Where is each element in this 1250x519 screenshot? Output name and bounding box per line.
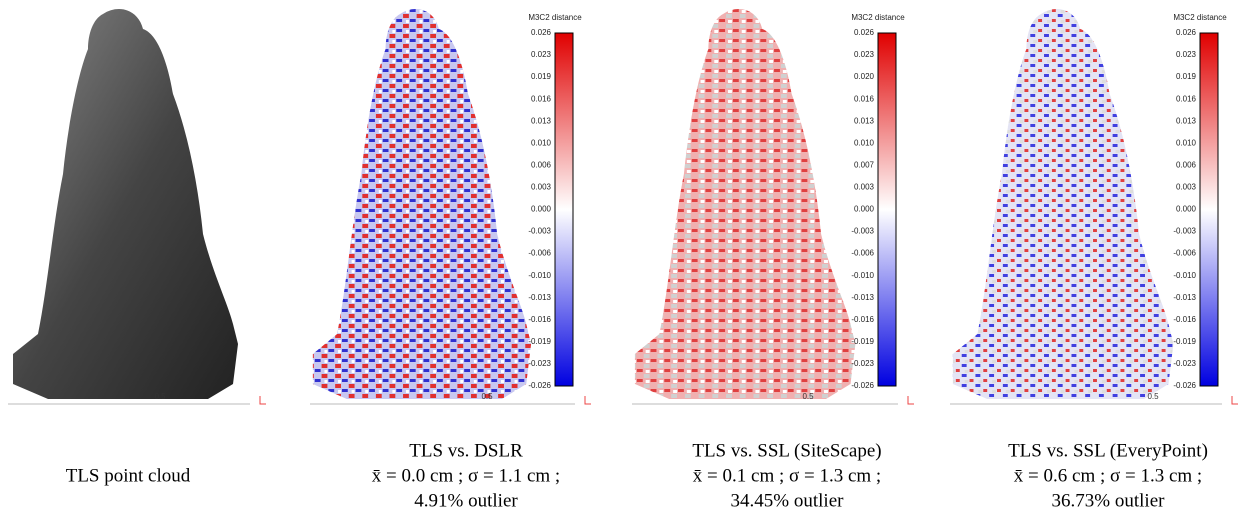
colorbar-tick-label: -0.013 <box>851 293 874 302</box>
colorbar-tick-label: 0.006 <box>531 160 552 169</box>
caption-line: TLS point cloud <box>66 465 191 486</box>
colorbar-title: M3C2 distance <box>1173 13 1227 22</box>
colorbar-tick-label: -0.006 <box>851 249 874 258</box>
axis-icon <box>585 396 591 404</box>
colorbar-tick-label: 0.003 <box>854 183 875 192</box>
colorbar-tick-label: 0.010 <box>854 138 875 147</box>
colorbar-tick-label: -0.023 <box>851 359 874 368</box>
colorbar-title: M3C2 distance <box>851 13 905 22</box>
colorbar-tick-label: -0.026 <box>528 381 551 390</box>
scale-label: 0.5 <box>154 392 166 401</box>
colorbar-tick-label: 0.019 <box>1176 72 1197 81</box>
axis-icon <box>1232 396 1238 404</box>
colorbar <box>878 33 896 386</box>
caption-line: x̄ = 0.0 cm ; σ = 1.1 cm ; <box>372 465 560 486</box>
caption-line: x̄ = 0.1 cm ; σ = 1.3 cm ; <box>693 465 881 486</box>
figure: 0.5 TLS point cloud 0.5 M3C2 distance 0.026 0… <box>0 0 1250 514</box>
colorbar-tick-label: 0.006 <box>1176 160 1197 169</box>
colorbar-tick-label: 0.010 <box>1176 138 1197 147</box>
colorbar-tick-label: 0.003 <box>531 183 552 192</box>
caption-line: 34.45% outlier <box>731 490 845 511</box>
caption-line: TLS vs. SSL (SiteScape) <box>692 440 881 461</box>
everypoint-comparison <box>953 9 1174 399</box>
colorbar-tick-label: 0.013 <box>531 116 552 125</box>
colorbar-tick-label: 0.003 <box>1176 183 1197 192</box>
colorbar-tick-label: -0.016 <box>528 315 551 324</box>
colorbar-tick-label: 0.016 <box>531 94 552 103</box>
colorbar-tick-label: -0.010 <box>851 271 874 280</box>
colorbar-tick-label: -0.003 <box>528 227 551 236</box>
colorbar-tick-label: -0.010 <box>1173 271 1196 280</box>
caption-line: x̄ = 0.6 cm ; σ = 1.3 cm ; <box>1014 465 1202 486</box>
colorbar-tick-label: -0.013 <box>1173 293 1196 302</box>
colorbar-tick-label: 0.007 <box>854 160 875 169</box>
colorbar <box>1200 33 1218 386</box>
colorbar-title: M3C2 distance <box>528 13 582 22</box>
colorbar-tick-label: 0.023 <box>1176 50 1197 59</box>
colorbar-tick-label: 0.000 <box>854 205 875 214</box>
colorbar-tick-label: -0.003 <box>851 227 874 236</box>
colorbar-tick-label: 0.019 <box>531 72 552 81</box>
colorbar-tick-label: 0.013 <box>1176 116 1197 125</box>
scale-label: 0.5 <box>481 392 493 401</box>
colorbar-tick-label: -0.016 <box>1173 315 1196 324</box>
colorbar-tick-label: 0.000 <box>531 205 552 214</box>
scale-label: 0.5 <box>802 392 814 401</box>
colorbar-tick-label: 0.010 <box>531 138 552 147</box>
colorbar-tick-label: 0.026 <box>854 28 875 37</box>
sitescape-comparison <box>635 9 856 399</box>
colorbar-tick-label: -0.019 <box>1173 337 1196 346</box>
colorbar-tick-label: -0.006 <box>528 249 551 258</box>
colorbar-tick-label: 0.023 <box>854 50 875 59</box>
colorbar-tick-label: -0.026 <box>851 381 874 390</box>
colorbar-tick-label: 0.026 <box>531 28 552 37</box>
caption-line: TLS vs. DSLR <box>409 440 523 461</box>
colorbar-tick-label: -0.016 <box>851 315 874 324</box>
colorbar-tick-label: -0.023 <box>528 359 551 368</box>
colorbar-tick-label: -0.026 <box>1173 381 1196 390</box>
colorbar-tick-label: 0.020 <box>854 72 875 81</box>
colorbar-tick-label: -0.013 <box>528 293 551 302</box>
colorbar-tick-label: -0.006 <box>1173 249 1196 258</box>
colorbar-tick-label: -0.023 <box>1173 359 1196 368</box>
caption-line: 36.73% outlier <box>1052 490 1166 511</box>
colorbar <box>555 33 573 386</box>
colorbar-tick-label: 0.026 <box>1176 28 1197 37</box>
colorbar-tick-label: 0.016 <box>854 94 875 103</box>
colorbar-tick-label: 0.013 <box>854 116 875 125</box>
colorbar-tick-label: 0.023 <box>531 50 552 59</box>
scale-label: 0.5 <box>1147 392 1159 401</box>
dslr-comparison <box>313 9 531 399</box>
colorbar-tick-label: -0.003 <box>1173 227 1196 236</box>
colorbar-tick-label: 0.016 <box>1176 94 1197 103</box>
colorbar-tick-label: -0.010 <box>528 271 551 280</box>
colorbar-tick-label: 0.000 <box>1176 205 1197 214</box>
tls-point-cloud <box>13 9 238 399</box>
axis-icon <box>908 396 914 404</box>
caption-line: TLS vs. SSL (EveryPoint) <box>1008 440 1208 461</box>
colorbar-tick-label: -0.019 <box>528 337 551 346</box>
colorbar-tick-label: -0.019 <box>851 337 874 346</box>
axis-icon <box>260 396 266 404</box>
caption-line: 4.91% outlier <box>414 490 518 511</box>
